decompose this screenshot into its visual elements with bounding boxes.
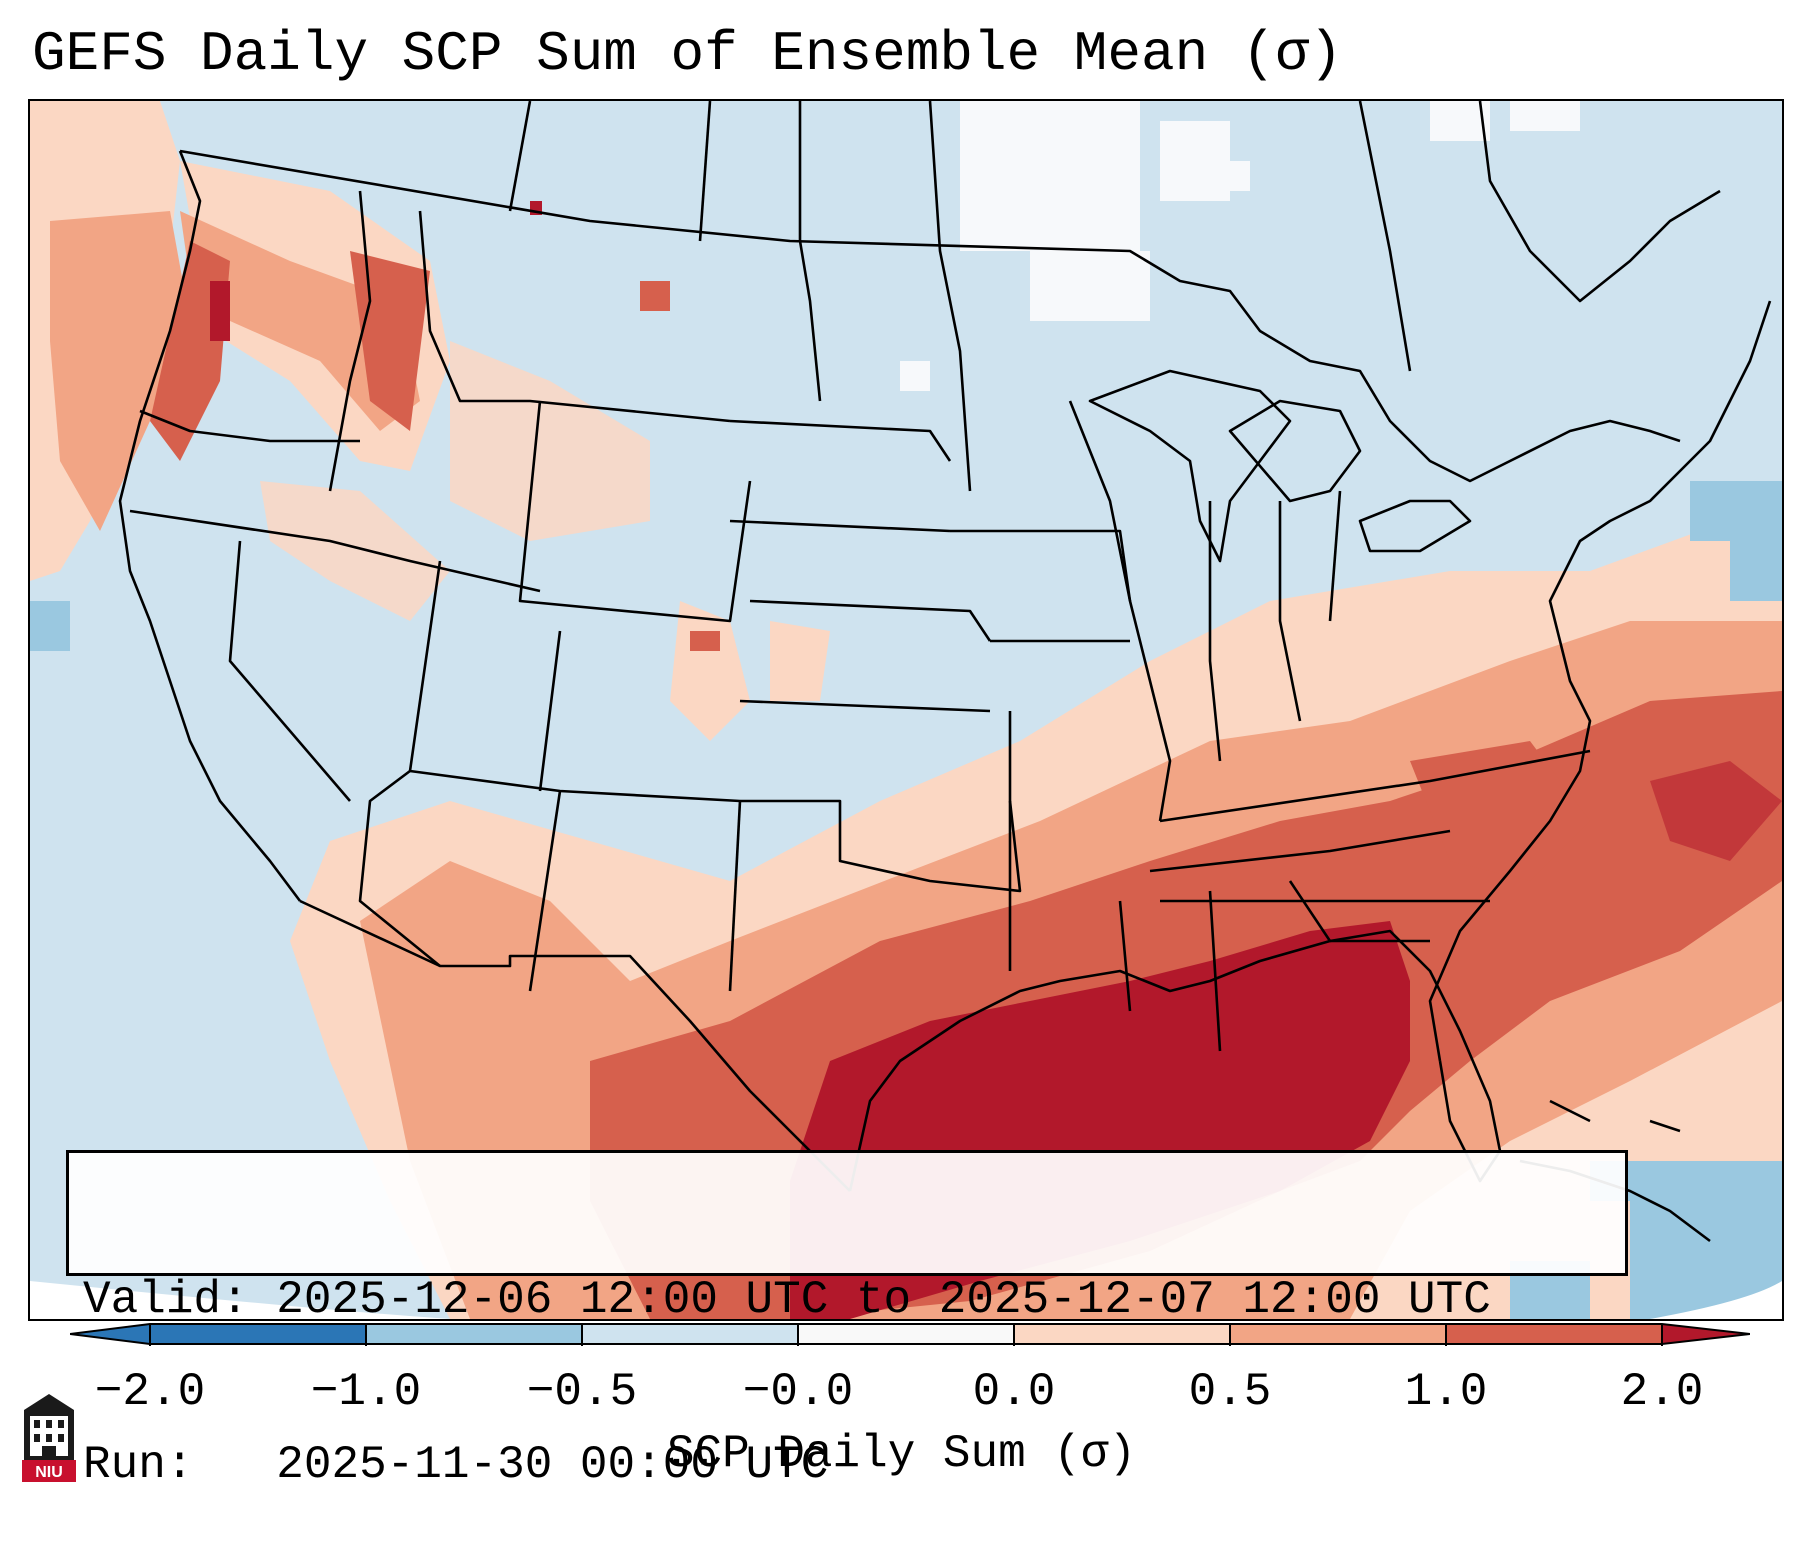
- colorbar-seg-6: [1230, 1324, 1446, 1344]
- map-title: GEFS Daily SCP Sum of Ensemble Mean (σ): [32, 22, 1343, 86]
- niu-logo: NIU: [22, 1394, 76, 1482]
- colorbar-tick-label: −1.0: [310, 1366, 422, 1418]
- west-anomaly: [30, 101, 830, 741]
- colorbar-label: SCP Daily Sum (σ): [666, 1428, 1137, 1480]
- map-svg: [30, 101, 1782, 1319]
- colorbar-tick-label: −0.5: [526, 1366, 638, 1418]
- colorbar-tick-label: −2.0: [94, 1366, 206, 1418]
- run-label: Run:: [83, 1439, 194, 1491]
- valid-line: Valid: 2025-12-06 12:00 UTC to 2025-12-0…: [83, 1273, 1611, 1328]
- colorbar-seg-2: [366, 1324, 582, 1344]
- boundaries: [118, 101, 1772, 1243]
- negative-anomaly: [30, 481, 1782, 1319]
- colorbar-ticks: [149, 1324, 1663, 1346]
- run-value: 2025-11-30 00:00 UTC: [276, 1439, 829, 1491]
- colorbar-tick-label: 0.5: [1188, 1366, 1272, 1418]
- colorbar-tick-label: 1.0: [1404, 1366, 1488, 1418]
- colorbar-seg-8: [1662, 1324, 1750, 1344]
- colorbar-seg-4: [798, 1324, 1014, 1344]
- logo-text: NIU: [35, 1464, 63, 1481]
- colorbar-seg-5: [1014, 1324, 1230, 1344]
- colorbar: [70, 1323, 1750, 1346]
- run-line: Run: 2025-11-30 00:00 UTC: [83, 1438, 1611, 1493]
- colorbar-seg-7: [1446, 1324, 1662, 1344]
- valid-run-info-box: Valid: 2025-12-06 12:00 UTC to 2025-12-0…: [66, 1150, 1628, 1491]
- colorbar-tick-label: −0.0: [742, 1366, 854, 1418]
- colorbar-tick-label: 2.0: [1620, 1366, 1704, 1418]
- colorbar-seg-3: [582, 1324, 798, 1344]
- valid-label: Valid:: [83, 1274, 249, 1326]
- out-of-domain: [30, 1281, 450, 1319]
- near-zero-patches: [900, 101, 1580, 391]
- map-panel: [28, 99, 1784, 1321]
- valid-value: 2025-12-06 12:00 UTC to 2025-12-07 12:00…: [276, 1274, 1491, 1326]
- colorbar-tick-label: 0.0: [972, 1366, 1056, 1418]
- colorbar-seg-1: [150, 1324, 366, 1344]
- colorbar-seg-0: [70, 1324, 150, 1344]
